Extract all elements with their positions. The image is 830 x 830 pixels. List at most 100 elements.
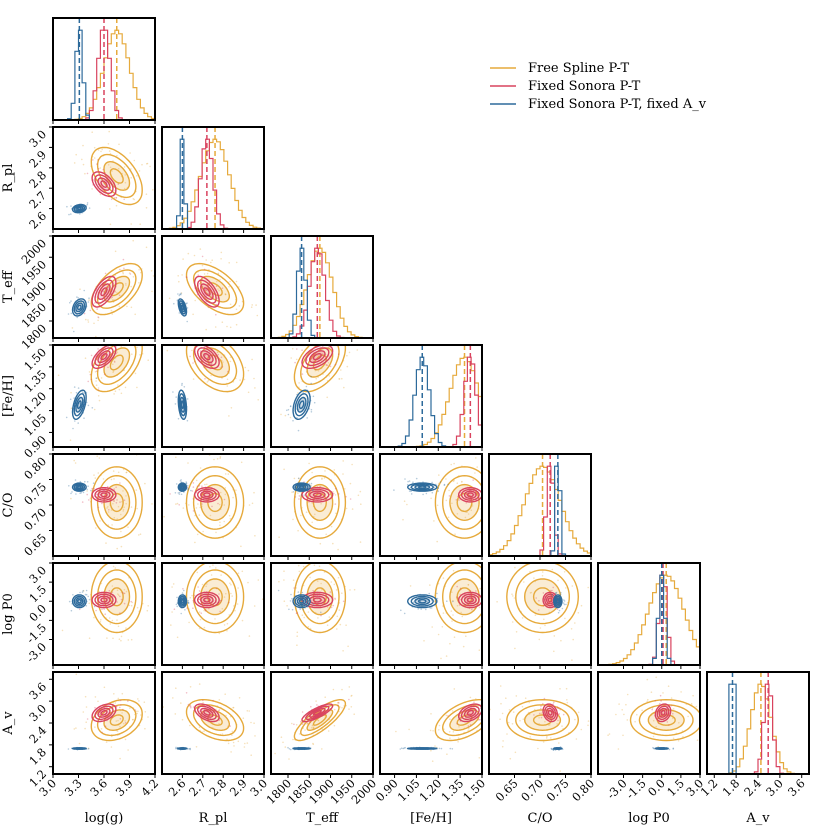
scatter-point: [97, 149, 100, 151]
scatter-point: [266, 357, 268, 359]
scatter-point: [90, 489, 92, 492]
contour-series-1-level-2: [197, 593, 217, 607]
scatter-point: [484, 606, 486, 608]
scatter-point: [204, 610, 207, 612]
histogram-series-1: [598, 574, 700, 665]
scatter-point: [446, 600, 448, 602]
panel-5-0: -3.0-1.50.01.53.0: [24, 562, 156, 669]
scatter-point: [185, 481, 187, 483]
contour-series-1-level-3: [193, 591, 220, 609]
scatter-point: [298, 495, 301, 497]
scatter-point: [445, 478, 447, 480]
scatter-point: [101, 299, 104, 301]
contour-series-0-level-2: [300, 704, 340, 737]
scatter-point: [131, 601, 134, 604]
scatter-point: [105, 741, 108, 743]
scatter-point: [458, 726, 460, 728]
scatter-point: [108, 130, 110, 133]
scatter-point: [447, 483, 449, 486]
scatter-point: [230, 583, 232, 586]
scatter-point: [233, 745, 235, 747]
scatter-point: [662, 692, 664, 694]
scatter-point: [501, 712, 504, 715]
scatter-point: [550, 747, 553, 750]
scatter-point: [437, 484, 440, 487]
contour-series-2-level-3: [71, 203, 87, 214]
scatter-point: [469, 696, 472, 699]
scatter-point: [456, 513, 459, 515]
scatter-point: [574, 622, 576, 624]
scatter-point: [218, 557, 220, 559]
scatter-point: [520, 716, 522, 718]
scatter-point: [104, 272, 107, 275]
scatter-point: [559, 593, 562, 596]
contour-series-1-level-0: [203, 287, 211, 297]
scatter-point: [112, 637, 114, 640]
scatter-point: [471, 505, 474, 507]
scatter-point: [433, 486, 436, 489]
scatter-point: [315, 700, 317, 702]
scatter-point: [466, 511, 468, 513]
scatter-point: [215, 313, 217, 316]
panel-content: [162, 683, 256, 756]
scatter-point: [533, 577, 535, 579]
scatter-point: [186, 276, 188, 279]
scatter-point: [626, 693, 629, 696]
scatter-point: [475, 457, 477, 459]
scatter-point: [334, 487, 337, 490]
scatter-point: [428, 592, 431, 595]
scatter-point: [95, 377, 98, 380]
contour-series-1-level-2: [544, 705, 557, 721]
scatter-point: [452, 599, 454, 602]
scatter-point: [172, 391, 174, 393]
scatter-point: [595, 587, 597, 589]
contour-series-1-level-1: [200, 350, 214, 364]
contour-series-0-level-1: [103, 275, 131, 303]
scatter-point: [442, 560, 444, 562]
scatter-point: [177, 275, 179, 277]
scatter-point: [337, 576, 340, 579]
scatter-point: [96, 163, 98, 165]
scatter-point: [200, 281, 202, 284]
scatter-point: [150, 270, 153, 272]
scatter-point: [486, 719, 488, 721]
scatter-point: [287, 408, 290, 411]
contour-series-2-level-3: [292, 747, 311, 750]
scatter-point: [199, 248, 202, 250]
contour-series-0-level-3: [434, 563, 482, 634]
scatter-point: [571, 659, 573, 661]
scatter-point: [193, 594, 196, 597]
scatter-point: [443, 483, 446, 486]
scatter-point: [93, 616, 95, 619]
scatter-point: [207, 306, 210, 309]
scatter-point: [437, 487, 440, 490]
scatter-point: [86, 481, 89, 483]
scatter-point: [215, 285, 218, 288]
scatter-point: [530, 591, 533, 594]
scatter-point: [250, 754, 252, 756]
scatter-point: [158, 719, 160, 721]
scatter-point: [113, 516, 116, 519]
scatter-point: [229, 280, 231, 283]
contour-series-1-level-2: [305, 488, 330, 501]
scatter-point: [207, 356, 209, 359]
scatter-point: [136, 335, 138, 337]
scatter-point: [203, 730, 205, 732]
y-axis-label-1: R_pl: [1, 164, 16, 193]
y-tick-label: 0.80: [21, 454, 49, 482]
scatter-point: [125, 495, 127, 497]
scatter-point: [178, 493, 181, 495]
scatter-point: [320, 582, 322, 585]
scatter-point: [86, 172, 89, 175]
x-tick-label: 3.6: [87, 776, 110, 799]
scatter-point: [657, 722, 660, 725]
contour-series-1-level-0: [100, 709, 108, 716]
scatter-point: [321, 748, 323, 750]
scatter-point: [210, 374, 212, 377]
scatter-point: [400, 747, 403, 749]
scatter-point: [402, 747, 405, 750]
scatter-point: [217, 288, 219, 290]
panel-content: [166, 345, 260, 422]
contour-series-0-level-0: [109, 168, 124, 184]
x-tick-label: 2.9: [227, 776, 250, 799]
